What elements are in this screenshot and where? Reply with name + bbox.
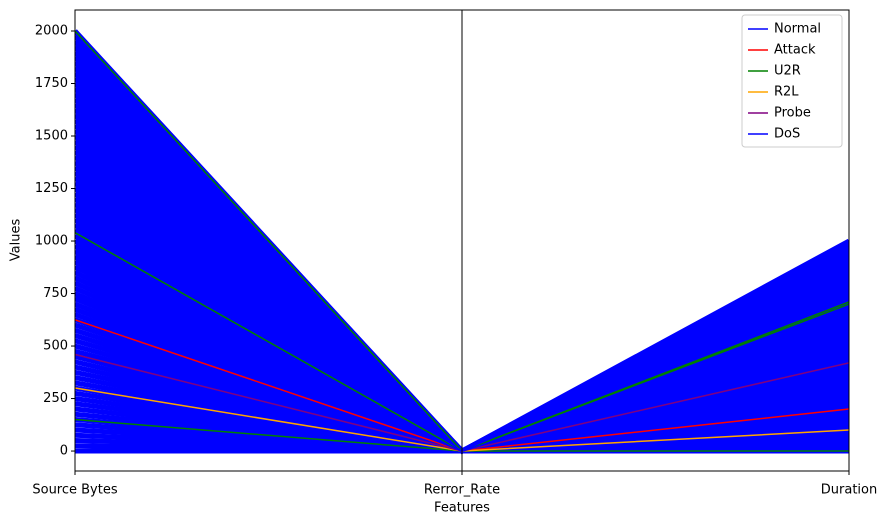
y-tick-label: 1000 [35, 234, 68, 249]
x-tick-label: Rerror_Rate [424, 483, 500, 498]
y-tick-label: 250 [43, 391, 68, 406]
y-tick-label: 1750 [35, 76, 68, 91]
y-tick-label: 1500 [35, 129, 68, 144]
x-axis-label: Features [434, 501, 490, 516]
legend-label: Normal [774, 22, 821, 37]
y-tick-label: 2000 [35, 24, 68, 39]
legend-label: Attack [774, 43, 816, 58]
y-tick-label: 500 [43, 339, 68, 354]
y-axis-label: Values [9, 219, 24, 262]
legend-box [741, 14, 843, 148]
x-tick-label: Source Bytes [32, 483, 117, 498]
legend-label: Probe [774, 106, 811, 121]
legend-label: U2R [774, 64, 801, 79]
y-tick-label: 750 [43, 286, 68, 301]
legend-label: R2L [774, 85, 799, 100]
y-tick-label: 0 [60, 444, 68, 459]
y-tick-label: 1250 [35, 181, 68, 196]
legend-label: DoS [774, 127, 800, 142]
x-tick-label: Duration [821, 483, 877, 498]
